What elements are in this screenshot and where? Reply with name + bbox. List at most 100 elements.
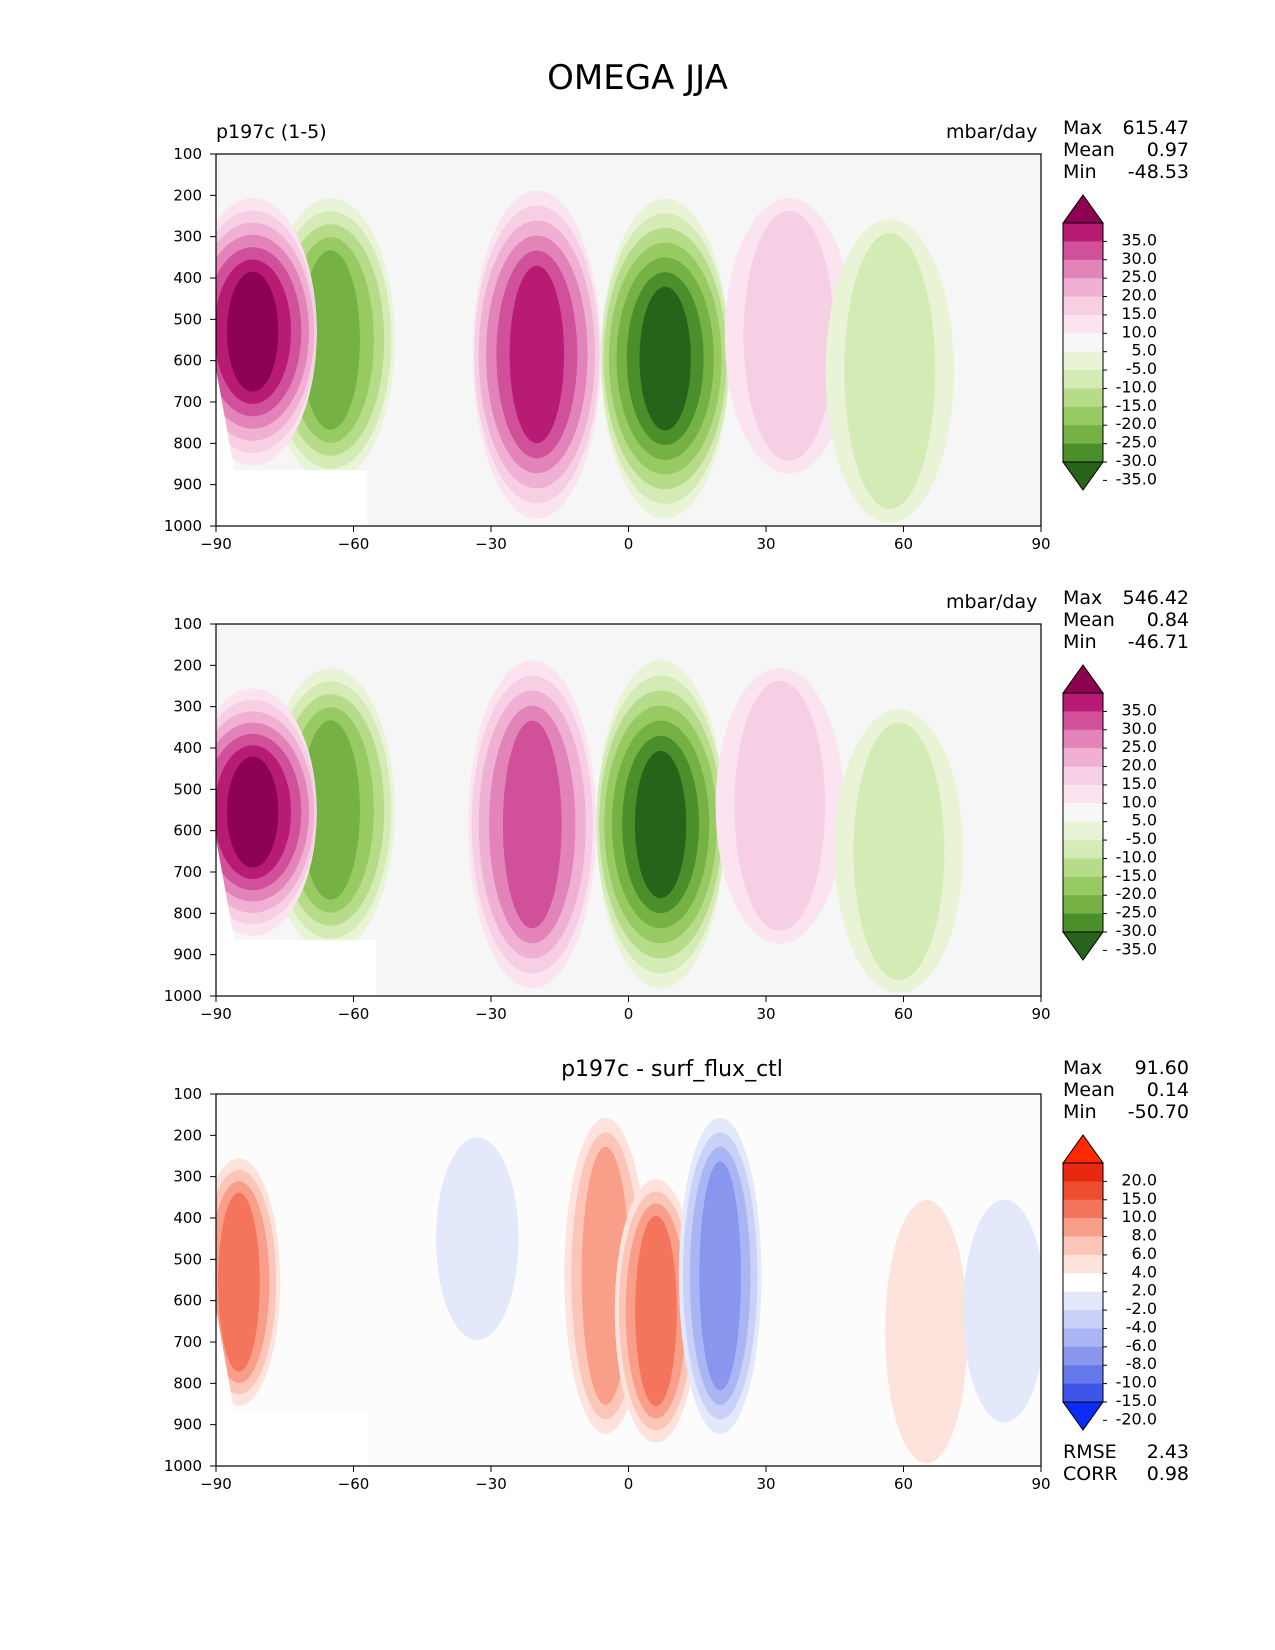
colorbar-tick-label: 35.0	[1121, 230, 1157, 249]
x-tick-label: −30	[475, 1005, 507, 1023]
colorbar-segment	[1063, 840, 1103, 859]
colorbar-cap-top	[1062, 1134, 1104, 1164]
colorbar-segment	[1063, 784, 1103, 804]
colorbar-tick-label: -15.0	[1116, 1391, 1157, 1410]
colorbar-tick-label: 5.0	[1132, 811, 1157, 830]
y-tick-label: 400	[173, 739, 202, 757]
panel-1-plot: −90 −60 −30 0 30 60 90 100 200 300 400 500 600 700 800…	[164, 145, 1157, 553]
contour-band	[509, 265, 565, 444]
y-tick-label: 300	[173, 698, 202, 716]
colorbar-tick-label: -25.0	[1116, 433, 1157, 452]
x-tick-label: 60	[894, 1005, 913, 1023]
colorbar-tick-label: -10.0	[1116, 1373, 1157, 1392]
x-tick-label: 30	[756, 1005, 775, 1023]
y-tick-label: 100	[173, 615, 202, 633]
contour-band	[734, 680, 826, 931]
colorbar-tick-label: 5.0	[1132, 341, 1157, 360]
y-tick-label: 500	[173, 1250, 202, 1268]
colorbar-segment	[1063, 1181, 1103, 1201]
colorbar-segment	[1063, 748, 1103, 768]
contour-band	[639, 286, 691, 431]
panel-1-max-value: 615.47	[1122, 117, 1189, 139]
panel-3: p197c - surf_flux_ctl Max 91.60 Mean 0.1…	[0, 0, 1275, 1493]
x-tick-label: −60	[338, 1005, 370, 1023]
colorbar-segment	[1063, 821, 1103, 841]
y-tick-label: 400	[173, 269, 202, 287]
x-tick-label: −60	[338, 535, 370, 553]
x-tick-label: 60	[894, 1475, 913, 1493]
panel-3-rmse-key: RMSE	[1063, 1441, 1117, 1463]
y-tick-label: 800	[173, 1374, 202, 1392]
colorbar-segment	[1063, 333, 1103, 353]
colorbar-tick-label: -10.0	[1116, 377, 1157, 396]
colorbar-segment	[1063, 876, 1103, 896]
panel-3-plot: −90 −60 −30 0 30 60 90 100 200 300 400 500 600 700 800…	[164, 1085, 1157, 1493]
colorbar-tick-label: 25.0	[1121, 737, 1157, 756]
y-tick-label: 500	[173, 310, 202, 328]
y-tick-label: 200	[173, 1126, 202, 1144]
y-tick-label: 100	[173, 1085, 202, 1103]
colorbar-tick-label: -35.0	[1116, 469, 1157, 488]
colorbar-segment	[1063, 1236, 1103, 1256]
contour-band	[743, 210, 835, 461]
colorbar-segment	[1063, 425, 1103, 445]
contour-layer-1	[216, 190, 954, 526]
colorbar-tick-label: 20.0	[1121, 1170, 1157, 1189]
colorbar-tick-label: 2.0	[1132, 1281, 1157, 1300]
colorbar-segment	[1063, 766, 1103, 786]
x-tick-label: 30	[756, 1475, 775, 1493]
panel-2-min-key: Min	[1063, 631, 1097, 653]
contour-band	[227, 271, 279, 392]
x-tick-label: 0	[624, 535, 634, 553]
y-tick-label: 400	[173, 1209, 202, 1227]
y-tick-label: 600	[173, 822, 202, 840]
y-tick-label: 200	[173, 656, 202, 674]
colorbar-segment	[1063, 895, 1103, 915]
colorbar-tick-label: 30.0	[1121, 249, 1157, 268]
contour-band	[853, 722, 945, 981]
colorbar-segment	[1063, 711, 1103, 731]
panel-3-max-value: 91.60	[1134, 1057, 1189, 1079]
colorbar-segment	[1063, 314, 1103, 334]
panel-3-corr-value: 0.98	[1146, 1463, 1189, 1485]
colorbar-tick-label: 35.0	[1121, 700, 1157, 719]
panel-1-min-key: Min	[1063, 161, 1097, 183]
y-tick-label: 300	[173, 228, 202, 246]
x-tick-label: 90	[1031, 535, 1050, 553]
colorbar-segment	[1063, 1310, 1103, 1329]
colorbar-tick-label: -30.0	[1116, 451, 1157, 470]
colorbar-tick-label: 10.0	[1121, 1207, 1157, 1226]
colorbar-segment	[1063, 1199, 1103, 1219]
contour-layer-3	[216, 1117, 1041, 1466]
colorbar-segment	[1063, 223, 1103, 242]
colorbar-tick-label: -5.0	[1126, 829, 1157, 848]
x-tick-label: −90	[200, 1005, 232, 1023]
panel-2-max-key: Max	[1063, 587, 1103, 609]
colorbar-segment	[1063, 729, 1103, 749]
y-tick-label: 800	[173, 434, 202, 452]
contour-band	[963, 1199, 1041, 1423]
colorbar-tick-label: -5.0	[1126, 359, 1157, 378]
panel-1-run-label: p197c (1-5)	[216, 121, 327, 143]
colorbar-tick-label: -10.0	[1116, 847, 1157, 866]
panel-2-units: mbar/day	[946, 591, 1038, 613]
colorbar-frame	[1062, 692, 1104, 933]
colorbar-segment	[1063, 1254, 1103, 1274]
x-tick-label: 30	[756, 535, 775, 553]
colorbar-segment	[1063, 1346, 1103, 1366]
contour-band	[227, 756, 279, 868]
x-tick-label: −30	[475, 535, 507, 553]
colorbar-tick-label: 15.0	[1121, 304, 1157, 323]
colorbar-segment	[1063, 278, 1103, 298]
colorbar-segment	[1063, 388, 1103, 408]
x-tick-label: −30	[475, 1475, 507, 1493]
panel-1-units: mbar/day	[946, 121, 1038, 143]
x-tick-label: −90	[200, 535, 232, 553]
colorbar-tick-label: 20.0	[1121, 286, 1157, 305]
x-tick-label: 90	[1031, 1005, 1050, 1023]
missing-data-mask	[216, 838, 377, 996]
contour-band	[301, 250, 360, 430]
figure-title: OMEGA JJA	[547, 58, 728, 98]
panel-3-min-key: Min	[1063, 1101, 1097, 1123]
colorbar-tick-label: 20.0	[1121, 756, 1157, 775]
